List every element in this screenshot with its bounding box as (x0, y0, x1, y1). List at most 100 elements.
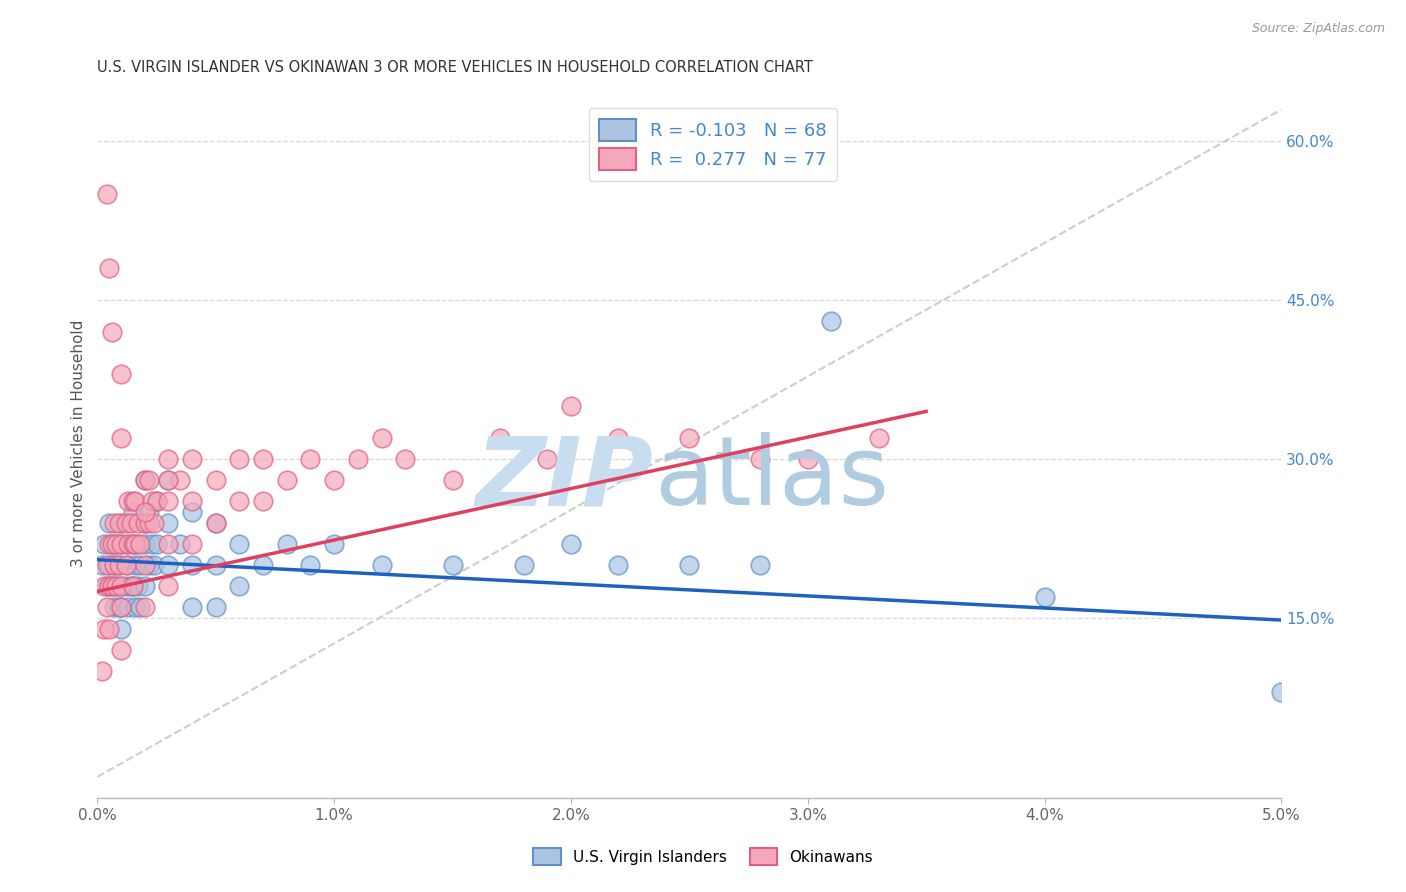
Point (441, 473, 464, 487)
Point (204, 516, 226, 530)
Point (105, 537, 128, 551)
Point (145, 494, 167, 508)
Point (96, 579, 118, 593)
Point (120, 516, 142, 530)
Point (117, 558, 139, 572)
Point (122, 537, 145, 551)
Point (370, 431, 392, 445)
Point (204, 600, 226, 615)
Point (110, 579, 132, 593)
Point (134, 600, 156, 615)
Point (607, 558, 630, 572)
Point (134, 516, 156, 530)
Point (228, 494, 250, 508)
Point (157, 579, 180, 593)
Point (93, 579, 115, 593)
Point (138, 505, 160, 519)
Point (228, 537, 250, 551)
Point (114, 516, 136, 530)
Point (105, 537, 128, 551)
Point (134, 537, 156, 551)
Point (441, 558, 464, 572)
Point (98, 516, 121, 530)
Point (114, 579, 136, 593)
Point (1033, 590, 1056, 604)
Point (181, 558, 204, 572)
Point (100, 537, 122, 551)
Point (117, 494, 139, 508)
Point (138, 558, 160, 572)
Point (204, 516, 226, 530)
Point (1270, 685, 1292, 699)
Point (98, 579, 121, 593)
Point (157, 473, 180, 487)
Point (169, 537, 191, 551)
Point (127, 579, 149, 593)
Point (103, 558, 125, 572)
Point (138, 516, 160, 530)
Point (560, 537, 582, 551)
Point (228, 452, 250, 467)
Point (93, 537, 115, 551)
Point (100, 325, 122, 339)
Point (103, 516, 125, 530)
Point (122, 579, 145, 593)
Point (607, 431, 630, 445)
Point (749, 558, 772, 572)
Point (110, 600, 132, 615)
Point (107, 516, 129, 530)
Point (91, 664, 114, 678)
Point (749, 452, 772, 467)
Point (141, 537, 163, 551)
Point (117, 600, 139, 615)
Point (98, 622, 121, 636)
Point (110, 537, 132, 551)
Point (145, 537, 167, 551)
Point (141, 494, 163, 508)
Point (122, 494, 145, 508)
Point (252, 558, 274, 572)
Point (100, 579, 122, 593)
Point (110, 537, 132, 551)
Point (124, 494, 146, 508)
Point (107, 558, 129, 572)
Point (157, 558, 180, 572)
Legend: U.S. Virgin Islanders, Okinawans: U.S. Virgin Islanders, Okinawans (527, 842, 879, 871)
Point (181, 494, 204, 508)
Point (228, 579, 250, 593)
Point (103, 600, 125, 615)
Point (145, 494, 167, 508)
Point (100, 579, 122, 593)
Point (820, 314, 842, 328)
Point (122, 537, 145, 551)
Point (157, 537, 180, 551)
Point (124, 558, 146, 572)
Point (489, 431, 512, 445)
Point (276, 473, 298, 487)
Point (110, 516, 132, 530)
Point (678, 431, 700, 445)
Point (98, 261, 121, 276)
Point (129, 537, 152, 551)
Point (181, 452, 204, 467)
Point (98, 558, 121, 572)
Point (110, 579, 132, 593)
Point (678, 558, 700, 572)
Point (204, 558, 226, 572)
Point (96, 600, 118, 615)
Point (181, 600, 204, 615)
Point (110, 600, 132, 615)
Point (797, 452, 820, 467)
Point (868, 431, 890, 445)
Point (143, 516, 166, 530)
Point (134, 505, 156, 519)
Legend: R = -0.103   N = 68, R =  0.277   N = 77: R = -0.103 N = 68, R = 0.277 N = 77 (589, 108, 838, 181)
Point (122, 579, 145, 593)
Point (124, 600, 146, 615)
Point (299, 452, 322, 467)
Point (110, 642, 132, 657)
Point (394, 452, 416, 467)
Point (127, 537, 149, 551)
Point (110, 431, 132, 445)
Point (96, 558, 118, 572)
